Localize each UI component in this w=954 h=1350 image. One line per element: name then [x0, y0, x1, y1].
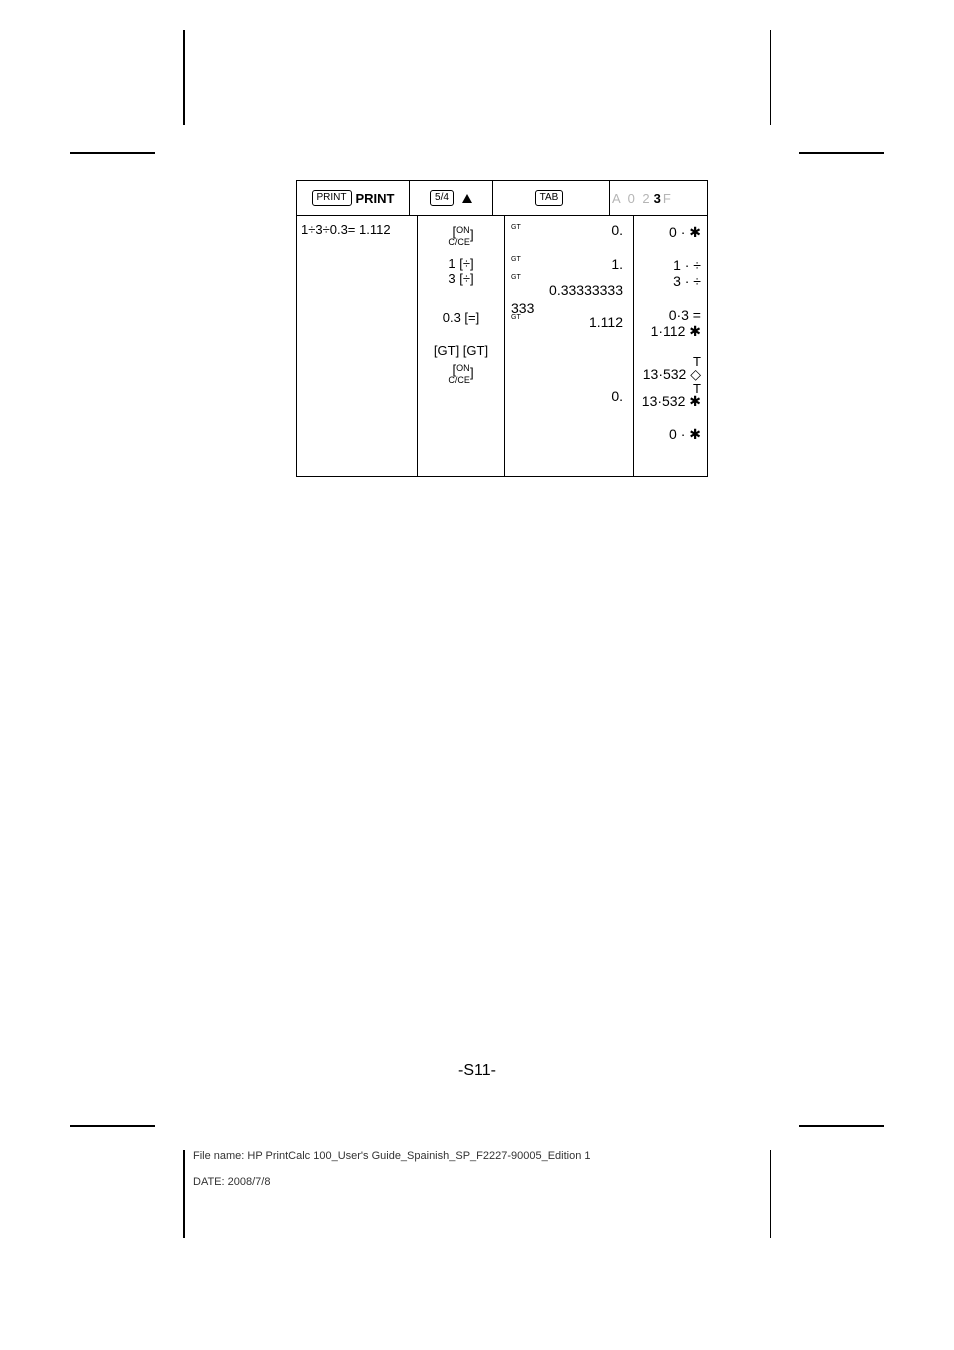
- disp-frac: 0.33333333: [549, 282, 623, 298]
- footer-filename: File name: HP PrintCalc 100_User's Guide…: [193, 1150, 591, 1162]
- example-col: 1÷3÷0.3= 1.112: [297, 216, 418, 476]
- crop-mark: [770, 30, 772, 125]
- gt-indicator: GT: [511, 224, 521, 231]
- grey-f: F: [663, 191, 673, 206]
- bold-3: 3: [654, 191, 661, 206]
- keys-col: [ONC/CE] 1 [÷] 3 [÷] 0.3 [=] [GT] [GT] […: [418, 216, 505, 476]
- calc-example-table: PRINT PRINT 5/4 TAB A 0 2 3 F 1÷3÷0.3= 1…: [296, 180, 708, 477]
- tape-row: 13·532 ✱: [636, 393, 701, 410]
- tape-row: 3 · ÷: [636, 273, 701, 289]
- print-badge: PRINT: [312, 190, 352, 206]
- crop-mark: [183, 1150, 185, 1238]
- tab-badge: TAB: [535, 190, 564, 206]
- header-a023f-cell: A 0 2 3 F: [610, 181, 707, 215]
- tape-row: 0 · ✱: [636, 426, 701, 443]
- print-label: PRINT: [356, 191, 395, 206]
- tape-row: 13·532 ◇: [636, 366, 701, 383]
- disp-1112: 1.112: [589, 314, 623, 330]
- header-print-cell: PRINT PRINT: [297, 181, 410, 215]
- gt-indicator: GT: [511, 314, 521, 321]
- gt-indicator: GT: [511, 256, 521, 263]
- grey-a02: A 0 2: [612, 191, 652, 206]
- five-four-badge: 5/4: [430, 190, 454, 206]
- header-54-cell: 5/4: [410, 181, 493, 215]
- tape-col: 0 · ✱ 1 · ÷ 3 · ÷ 0·3 = 1·112 ✱ T 13·532…: [634, 216, 707, 476]
- page-number: -S11-: [0, 1062, 954, 1080]
- key-03eq: 0.3 [=]: [420, 310, 502, 325]
- key-3div: 3 [÷]: [420, 271, 502, 286]
- key-1div: 1 [÷]: [420, 256, 502, 271]
- up-triangle-icon: [462, 194, 472, 203]
- crop-mark: [799, 1125, 884, 1127]
- tape-row: 0·3 =: [636, 307, 701, 323]
- crop-mark: [799, 152, 884, 154]
- key-gtgt: [GT] [GT]: [420, 343, 502, 358]
- crop-mark: [183, 30, 185, 125]
- disp-0: 0.: [611, 222, 623, 238]
- crop-mark: [70, 1125, 155, 1127]
- problem-text: 1÷3÷0.3= 1.112: [301, 222, 391, 237]
- tape-row: 1 · ÷: [636, 257, 701, 273]
- tape-row: 0 · ✱: [636, 224, 701, 241]
- footer-date: DATE: 2008/7/8: [193, 1176, 270, 1188]
- gt-indicator: GT: [511, 274, 521, 281]
- tape-row: 1·112 ✱: [636, 323, 701, 340]
- table-header: PRINT PRINT 5/4 TAB A 0 2 3 F: [297, 181, 707, 216]
- disp-0b: 0.: [611, 388, 623, 404]
- crop-mark: [70, 152, 155, 154]
- disp-1: 1.: [611, 256, 623, 272]
- display-col: GT 0. GT 1. GT 0.33333333 333 GT 1.112 0…: [505, 216, 634, 476]
- header-tab-cell: TAB: [493, 181, 610, 215]
- key-on2: [ONC/CE]: [420, 362, 502, 392]
- key-on: [ONC/CE]: [420, 224, 502, 254]
- crop-mark: [770, 1150, 772, 1238]
